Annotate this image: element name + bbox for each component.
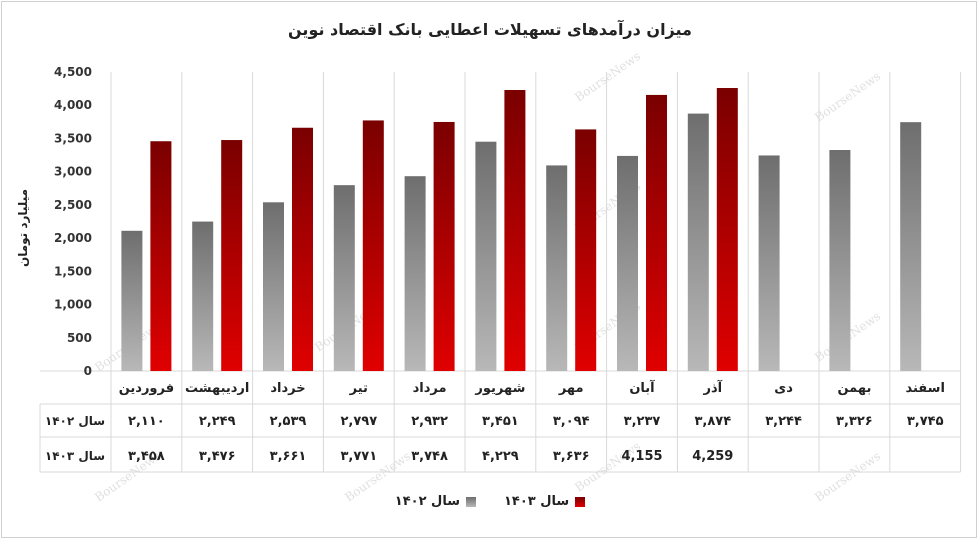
y-tick-label: 0 [84, 364, 92, 378]
y-tick-label: 3,000 [54, 165, 92, 179]
bar-1403 [504, 90, 526, 372]
x-tick-label: شهریور [474, 381, 525, 396]
bar-1403 [292, 127, 313, 371]
data-label: ۳,۷۷۱ [340, 449, 377, 464]
table-row-header: سال ۱۴۰۳ [45, 449, 105, 463]
data-label: ۳,۰۹۴ [553, 414, 590, 429]
data-label: ۳,۷۴۸ [411, 449, 448, 464]
bar-1402 [687, 113, 709, 371]
y-tick-label: 3,500 [54, 131, 92, 145]
bar-1403 [362, 120, 384, 371]
data-label: ۳,۲۴۴ [765, 414, 802, 429]
y-tick-label: 4,500 [54, 65, 92, 79]
data-label: ۴,۲۲۹ [482, 449, 519, 464]
data-label: ۳,۷۴۵ [907, 414, 944, 429]
x-tick-label: تیر [349, 381, 368, 396]
x-tick-label: مهر [558, 381, 584, 396]
bar-1403 [433, 121, 455, 372]
bar-1402 [263, 202, 284, 371]
data-label: ۳,۴۷۶ [199, 449, 236, 464]
bar-1403 [716, 88, 738, 371]
legend-item-1402: سال ۱۴۰۲ [395, 494, 476, 509]
watermark: BourseNews [572, 439, 643, 495]
data-label: ۳,۶۳۶ [553, 449, 590, 464]
x-tick-label: مرداد [413, 381, 447, 396]
data-label: ۳,۶۶۱ [270, 449, 307, 464]
y-tick-label: 2,500 [54, 198, 92, 212]
data-label: 4,155 [621, 449, 662, 464]
y-tick-label: 500 [67, 331, 92, 345]
data-label: ۳,۴۵۱ [482, 414, 519, 429]
data-label: ۲,۷۹۷ [340, 414, 377, 429]
bar-1402 [475, 141, 497, 371]
legend-label-1403: سال ۱۴۰۳ [504, 494, 570, 509]
bar-1402 [546, 165, 568, 371]
bar-1402 [192, 221, 214, 371]
bar-1403 [646, 94, 667, 371]
bar-1402 [758, 155, 780, 371]
x-tick-label: آبان [629, 379, 655, 396]
data-label: 4,259 [692, 449, 733, 464]
watermark: BourseNews [572, 49, 643, 105]
watermark: BourseNews [812, 69, 883, 125]
y-tick-label: 1,500 [54, 264, 92, 278]
data-label: ۳,۴۵۸ [128, 449, 165, 464]
x-tick-label: اردیبهشت [185, 381, 249, 396]
bar-1403 [221, 140, 243, 371]
bar-1402 [121, 230, 143, 371]
chart-title: میزان درآمدهای تسهیلات اعطایی بانک اقتصا… [288, 20, 692, 39]
y-tick-label: 1,000 [54, 298, 92, 312]
x-tick-label: بهمن [837, 381, 871, 396]
data-label: ۲,۱۱۰ [128, 414, 165, 429]
legend-item-1403: سال ۱۴۰۳ [504, 494, 586, 509]
x-tick-label: فروردین [119, 381, 174, 396]
data-label: ۲,۵۳۹ [270, 414, 307, 429]
bar-1402 [404, 176, 426, 371]
x-tick-label: آذر [702, 379, 722, 396]
bar-1402 [333, 185, 355, 371]
data-label: ۳,۲۳۷ [624, 414, 661, 429]
x-tick-label: دی [774, 381, 793, 396]
legend-label-1402: سال ۱۴۰۲ [394, 494, 460, 509]
data-label: ۲,۲۴۹ [199, 414, 236, 429]
table-row-header: سال ۱۴۰۲ [45, 414, 105, 428]
legend-swatch-1403 [575, 496, 586, 507]
legend: سال ۱۴۰۳ سال ۱۴۰۲ [0, 494, 980, 509]
bar-1402 [617, 155, 638, 371]
bar-1403 [150, 141, 172, 371]
bar-1403 [575, 129, 597, 371]
bar-1402 [829, 150, 851, 371]
y-tick-label: 4,000 [54, 98, 92, 112]
x-tick-label: خرداد [270, 381, 305, 396]
bar-1402 [900, 122, 922, 371]
data-label: ۲,۹۳۲ [411, 414, 448, 429]
x-tick-label: اسفند [905, 381, 944, 396]
data-label: ۳,۸۷۴ [694, 414, 731, 429]
legend-swatch-1402 [466, 496, 476, 507]
data-label: ۳,۳۲۶ [836, 414, 873, 429]
y-tick-label: 2,000 [54, 231, 92, 245]
